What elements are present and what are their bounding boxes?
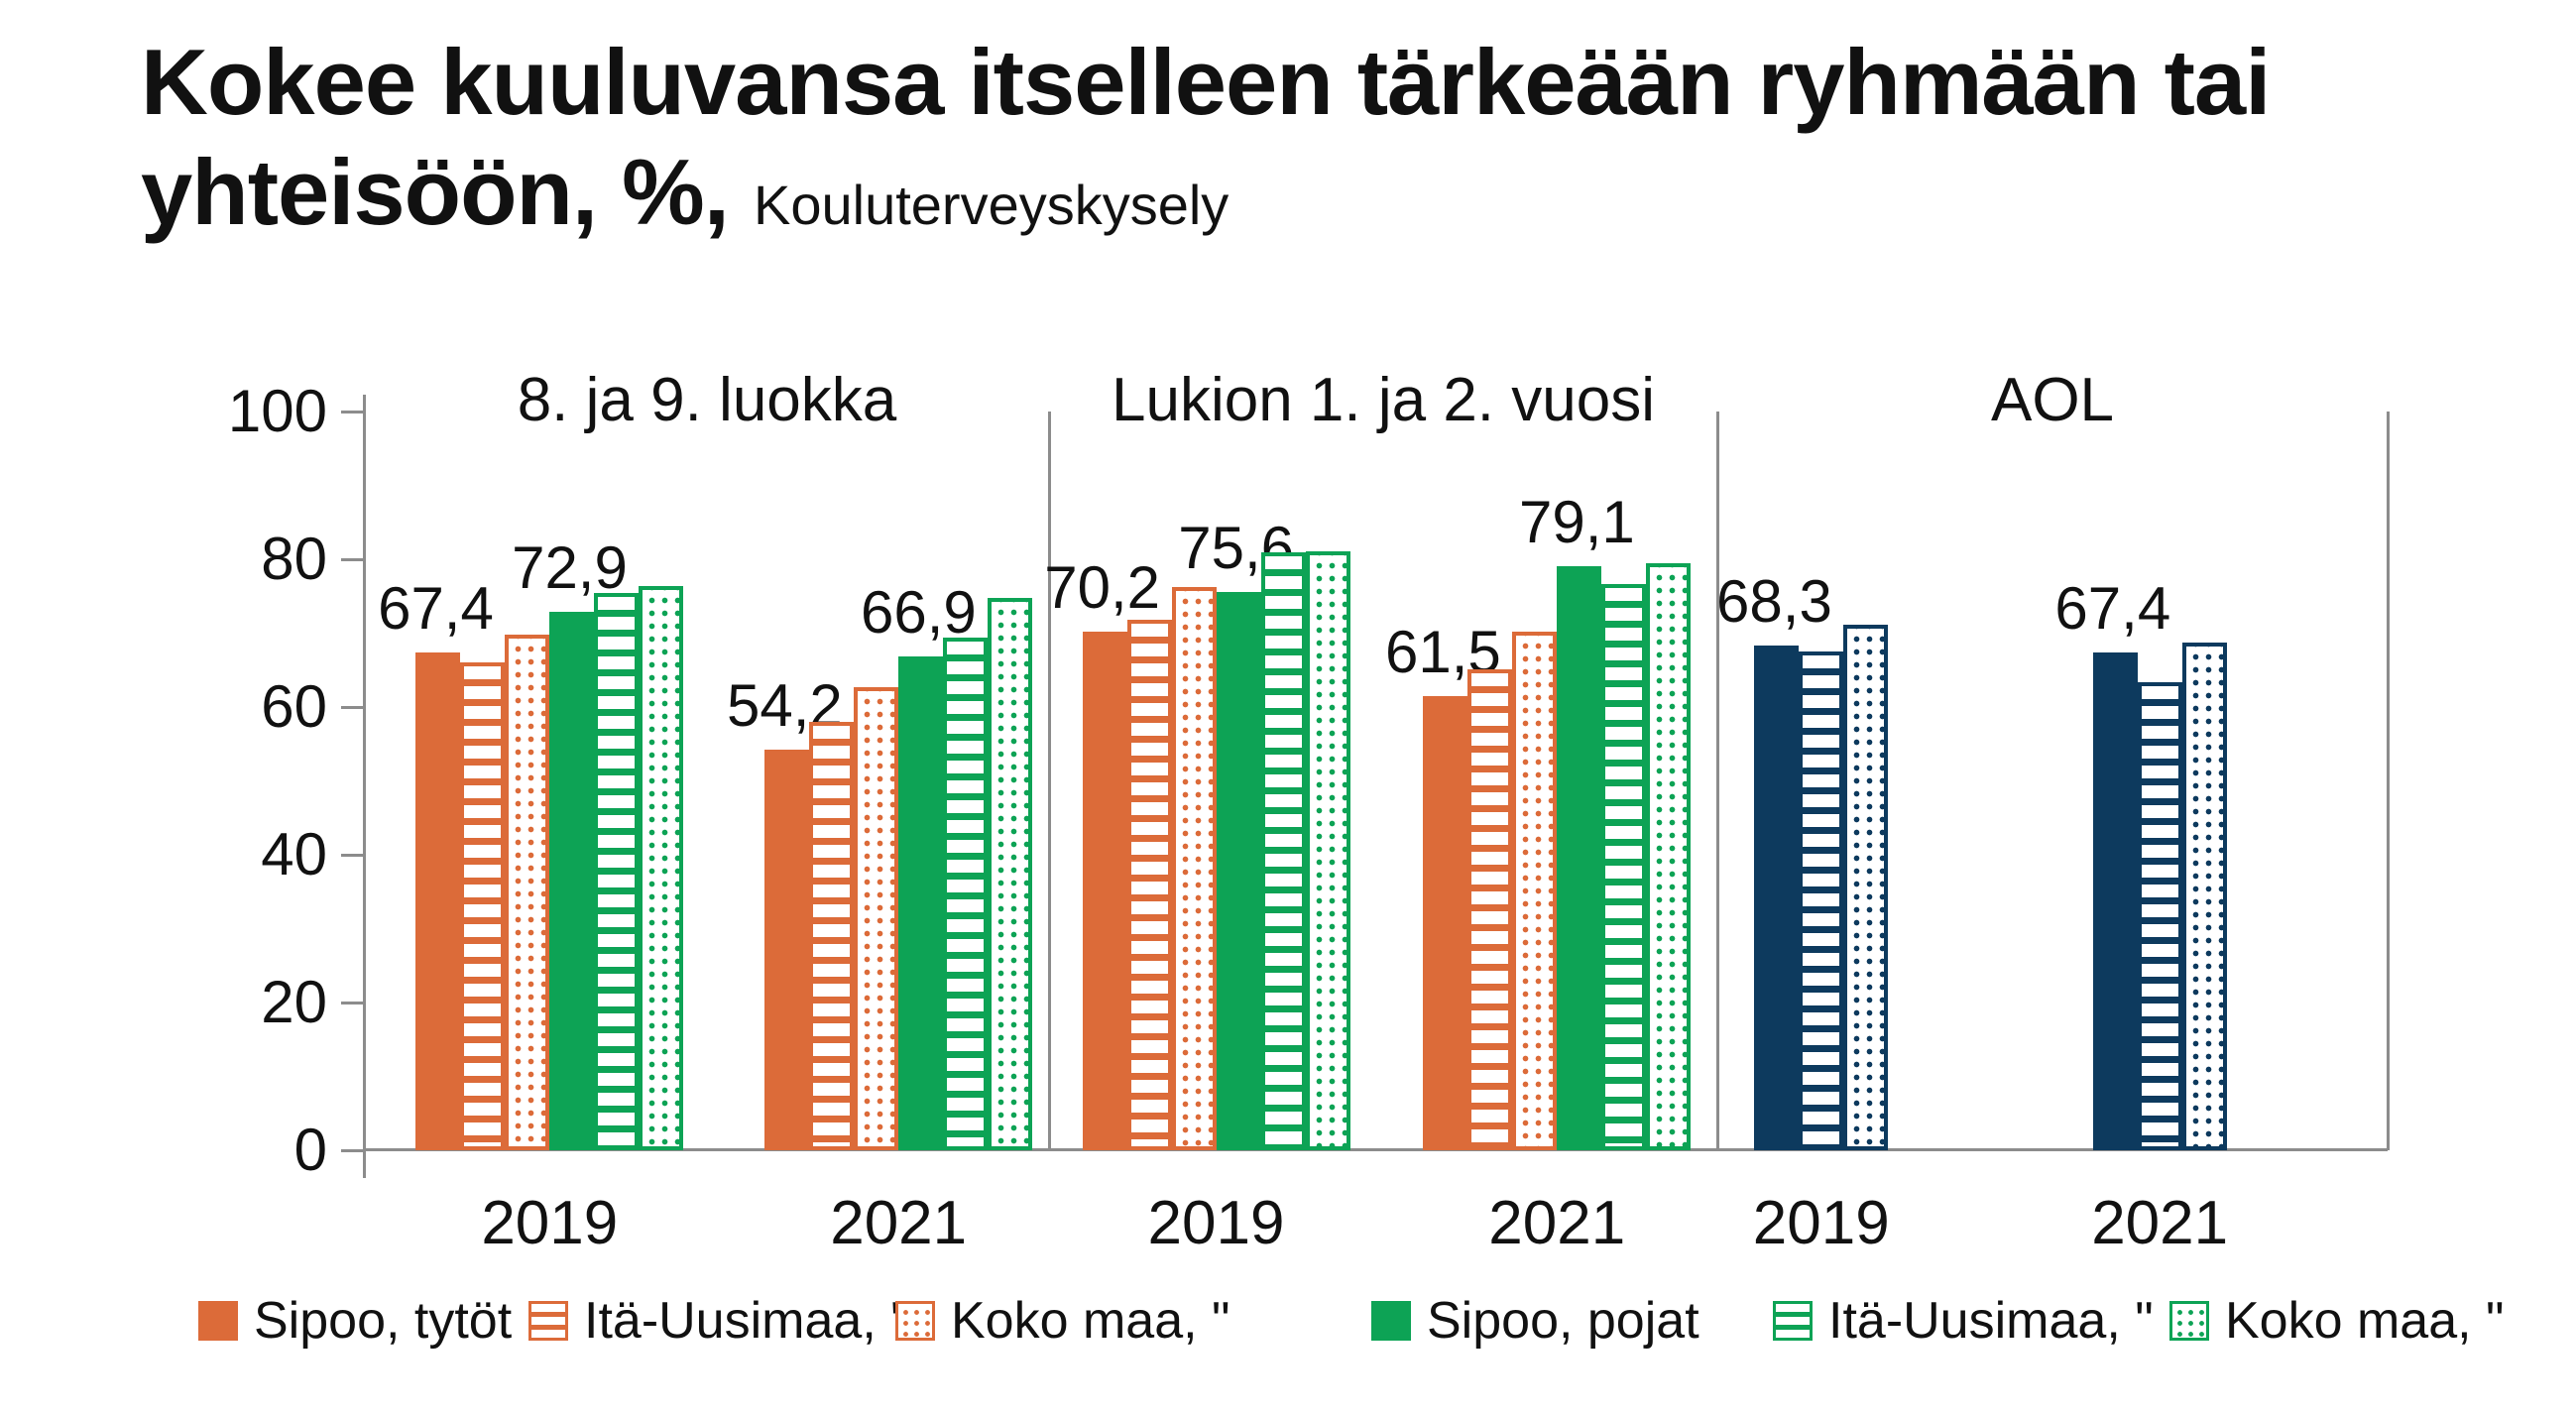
bar-value-label: 70,2 bbox=[1044, 554, 1161, 622]
panel-title: 8. ja 9. luokka bbox=[517, 366, 897, 434]
x-category-label: 2021 bbox=[1488, 1189, 1626, 1257]
legend-label: Sipoo, pojat bbox=[1427, 1292, 1699, 1350]
bar-value-label: 66,9 bbox=[860, 578, 977, 646]
bar-group-2019: 68,3 2019 bbox=[1716, 412, 1890, 1254]
bar-value-label: 67,4 bbox=[2054, 574, 2171, 642]
bar-solid bbox=[1423, 695, 1468, 1150]
bar-dots bbox=[988, 597, 1033, 1150]
y-tick-mark bbox=[341, 853, 365, 857]
x-category-label: 2019 bbox=[481, 1189, 619, 1257]
bar-group-2021: 61,5 79,1 2021 bbox=[1385, 412, 1692, 1254]
y-tick-mark bbox=[341, 1148, 365, 1152]
bar-dots bbox=[2181, 643, 2227, 1150]
legend-label: Sipoo, tytöt bbox=[254, 1292, 513, 1350]
bar-hstripe bbox=[809, 721, 855, 1150]
chart-title-main: Kokee kuuluvansa itselleen tärkeään ryhm… bbox=[141, 30, 2271, 244]
bar-solid bbox=[2092, 651, 2138, 1150]
panel-separator bbox=[1716, 412, 1719, 1150]
x-axis-line bbox=[365, 1148, 2388, 1151]
y-axis-line bbox=[363, 395, 366, 1178]
bar-hstripe bbox=[594, 593, 640, 1150]
legend-label: Koko maa, " bbox=[951, 1292, 1230, 1350]
legend-item: Sipoo, tytöt bbox=[198, 1292, 513, 1350]
bar-group-2021: 67,4 2021 bbox=[2054, 412, 2228, 1253]
panel-separator bbox=[1048, 412, 1051, 1150]
plot-area: 8. ja 9. luokka 67,4 72,9 2019 54,2 66,9 2021 L… bbox=[365, 370, 2390, 1254]
bar-solid bbox=[1082, 632, 1127, 1150]
panel-title: Lukion 1. ja 2. vuosi bbox=[1111, 366, 1655, 434]
legend-swatch-solid bbox=[1371, 1301, 1411, 1341]
legend-item: Koko maa, " bbox=[2169, 1292, 2505, 1350]
x-category-label: 2021 bbox=[830, 1189, 968, 1257]
legend-swatch-solid bbox=[198, 1301, 238, 1341]
bar-hstripe bbox=[943, 637, 989, 1150]
legend-swatch-hstripe bbox=[1773, 1301, 1813, 1341]
legend-swatch-dots bbox=[2169, 1301, 2209, 1341]
bar-hstripe bbox=[1126, 620, 1172, 1150]
bar-dots bbox=[1843, 625, 1889, 1150]
y-tick-label: 40 bbox=[261, 821, 327, 887]
bar-hstripe bbox=[460, 661, 506, 1150]
bar-group-2019: 70,2 75,6 2019 bbox=[1044, 412, 1350, 1254]
x-category-label: 2021 bbox=[2091, 1189, 2229, 1257]
y-tick-mark bbox=[341, 1001, 365, 1004]
bar-solid bbox=[898, 655, 944, 1150]
bar-group-2019: 67,4 72,9 2019 bbox=[378, 412, 684, 1254]
bar-dots bbox=[1171, 587, 1217, 1150]
bar-hstripe bbox=[1467, 669, 1513, 1150]
y-tick-label: 0 bbox=[293, 1117, 327, 1183]
legend-item: Sipoo, pojat bbox=[1371, 1292, 1699, 1350]
bar-hstripe bbox=[1260, 551, 1306, 1150]
y-tick-mark bbox=[341, 557, 365, 561]
panel-title: AOL bbox=[1990, 366, 2115, 434]
y-tick-label: 100 bbox=[227, 378, 327, 444]
legend-item: Itä-Uusimaa, " bbox=[528, 1292, 909, 1350]
y-tick-label: 80 bbox=[261, 526, 327, 592]
bar-solid bbox=[1216, 591, 1261, 1150]
bar-solid bbox=[1557, 565, 1602, 1150]
chart-title: Kokee kuuluvansa itselleen tärkeään ryhm… bbox=[141, 28, 2491, 248]
bar-hstripe bbox=[2137, 682, 2182, 1150]
y-tick-label: 60 bbox=[261, 673, 327, 740]
bar-value-label: 68,3 bbox=[1716, 568, 1832, 636]
legend-item: Itä-Uusimaa, " bbox=[1773, 1292, 2154, 1350]
bar-solid bbox=[1754, 646, 1800, 1150]
bar-hstripe bbox=[1601, 583, 1647, 1150]
bar-dots bbox=[1646, 562, 1692, 1150]
bar-dots bbox=[854, 686, 899, 1150]
bar-value-label: 67,4 bbox=[378, 574, 494, 642]
legend-label: Itä-Uusimaa, " bbox=[584, 1292, 909, 1350]
x-category-label: 2019 bbox=[1752, 1189, 1890, 1257]
bar-solid bbox=[764, 750, 810, 1150]
y-tick-mark bbox=[341, 410, 365, 413]
bar-dots bbox=[1512, 632, 1558, 1150]
y-tick-label: 20 bbox=[261, 969, 327, 1035]
legend-label: Itä-Uusimaa, " bbox=[1828, 1292, 2154, 1350]
panel-2: Lukion 1. ja 2. vuosi 70,2 75,6 2019 61,5 79,… bbox=[1044, 370, 1719, 1254]
panel-1: 8. ja 9. luokka 67,4 72,9 2019 54,2 66,9 2021 bbox=[365, 370, 1051, 1254]
legend-swatch-hstripe bbox=[528, 1301, 568, 1341]
bar-value-label: 72,9 bbox=[512, 533, 628, 601]
bar-solid bbox=[549, 611, 595, 1150]
bar-dots bbox=[505, 635, 550, 1150]
legend-item: Koko maa, " bbox=[895, 1292, 1230, 1350]
bar-solid bbox=[415, 651, 461, 1150]
x-category-label: 2019 bbox=[1147, 1189, 1285, 1257]
bar-value-label: 79,1 bbox=[1519, 488, 1635, 555]
bar-group-2021: 54,2 66,9 2021 bbox=[727, 412, 1033, 1254]
y-tick-mark bbox=[341, 705, 365, 709]
legend-swatch-dots bbox=[895, 1301, 935, 1341]
legend-label: Koko maa, " bbox=[2225, 1292, 2505, 1350]
bar-dots bbox=[1305, 550, 1350, 1150]
bar-hstripe bbox=[1799, 651, 1844, 1150]
panel-separator bbox=[2387, 412, 2390, 1150]
bar-dots bbox=[639, 585, 684, 1150]
panel-3: AOL 68,3 2019 67,4 2021 bbox=[1716, 370, 2390, 1254]
chart-subtitle: Kouluterveyskysely bbox=[753, 173, 1229, 236]
